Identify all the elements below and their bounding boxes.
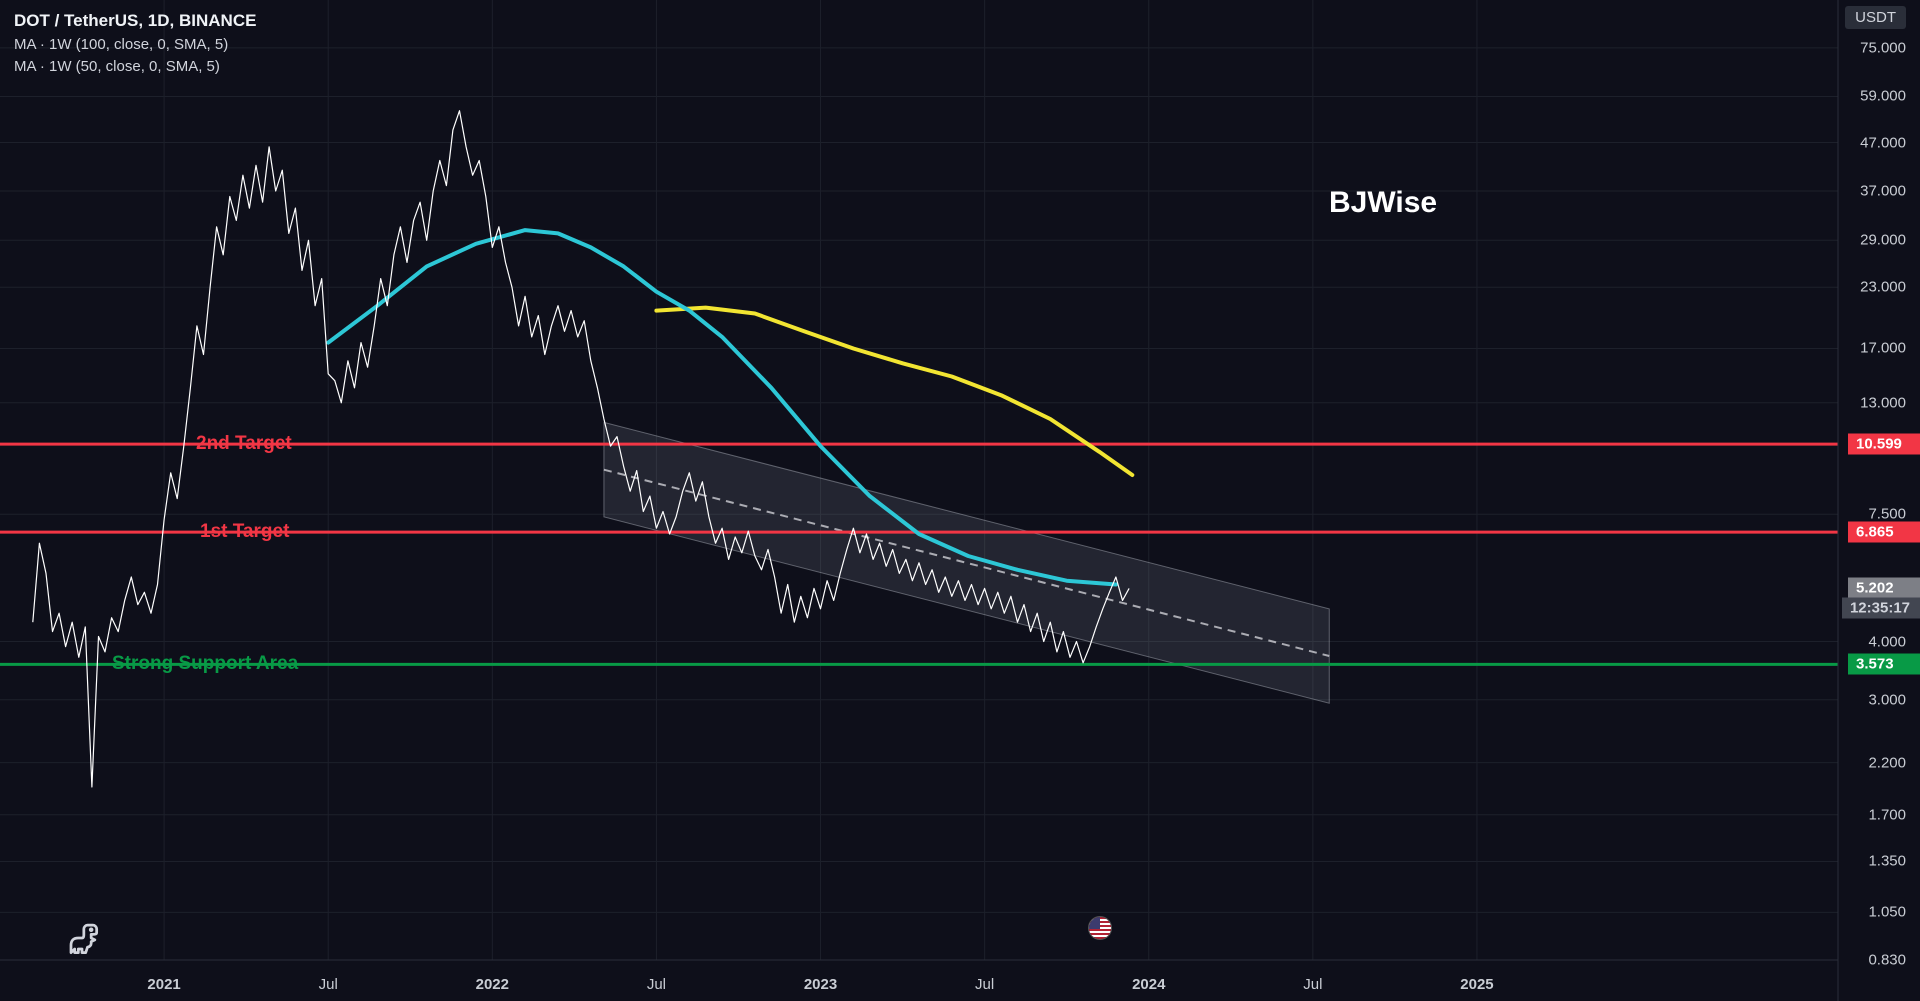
- x-tick-label: Jul: [1303, 976, 1322, 993]
- countdown-timer: 12:35:17: [1842, 598, 1920, 619]
- price-tag-gray: 5.202: [1848, 578, 1920, 599]
- chart-svg: [0, 0, 1920, 1001]
- y-tick-label: 75.000: [1860, 39, 1906, 56]
- y-tick-label: 0.830: [1868, 952, 1906, 969]
- level-label: 1st Target: [200, 521, 289, 543]
- y-tick-label: 37.000: [1860, 182, 1906, 199]
- x-tick-label: 2024: [1132, 976, 1165, 993]
- indicator-1-label: MA · 1W (100, close, 0, SMA, 5): [14, 34, 256, 57]
- x-tick-label: Jul: [647, 976, 666, 993]
- y-tick-label: 2.200: [1868, 754, 1906, 771]
- y-tick-label: 1.350: [1868, 853, 1906, 870]
- x-tick-label: 2022: [476, 976, 509, 993]
- y-tick-label: 13.000: [1860, 394, 1906, 411]
- symbol-title: DOT / TetherUS, 1D, BINANCE: [14, 8, 256, 34]
- x-tick-label: 2025: [1460, 976, 1493, 993]
- x-tick-label: 2023: [804, 976, 837, 993]
- x-tick-label: 2021: [147, 976, 180, 993]
- x-tick-label: Jul: [319, 976, 338, 993]
- y-tick-label: 1.050: [1868, 904, 1906, 921]
- y-tick-label: 29.000: [1860, 232, 1906, 249]
- level-label: Strong Support Area: [112, 653, 298, 675]
- price-tag-red: 6.865: [1848, 522, 1920, 543]
- x-tick-label: Jul: [975, 976, 994, 993]
- chart-header: DOT / TetherUS, 1D, BINANCE MA · 1W (100…: [14, 8, 256, 79]
- y-tick-label: 23.000: [1860, 279, 1906, 296]
- y-tick-label: 4.000: [1868, 633, 1906, 650]
- watermark-text: BJWise: [1329, 186, 1437, 220]
- y-tick-label: 59.000: [1860, 88, 1906, 105]
- level-label: 2nd Target: [196, 433, 292, 455]
- indicator-2-label: MA · 1W (50, close, 0, SMA, 5): [14, 56, 256, 79]
- dino-icon: [60, 916, 104, 965]
- y-tick-label: 7.500: [1868, 506, 1906, 523]
- price-tag-red: 10.599: [1848, 434, 1920, 455]
- y-tick-label: 17.000: [1860, 340, 1906, 357]
- y-tick-label: 1.700: [1868, 806, 1906, 823]
- y-tick-label: 47.000: [1860, 134, 1906, 151]
- unit-badge[interactable]: USDT: [1845, 6, 1906, 29]
- y-tick-label: 3.000: [1868, 691, 1906, 708]
- price-tag-green: 3.573: [1848, 654, 1920, 675]
- chart-container: DOT / TetherUS, 1D, BINANCE MA · 1W (100…: [0, 0, 1920, 1001]
- us-flag-icon: [1088, 916, 1112, 940]
